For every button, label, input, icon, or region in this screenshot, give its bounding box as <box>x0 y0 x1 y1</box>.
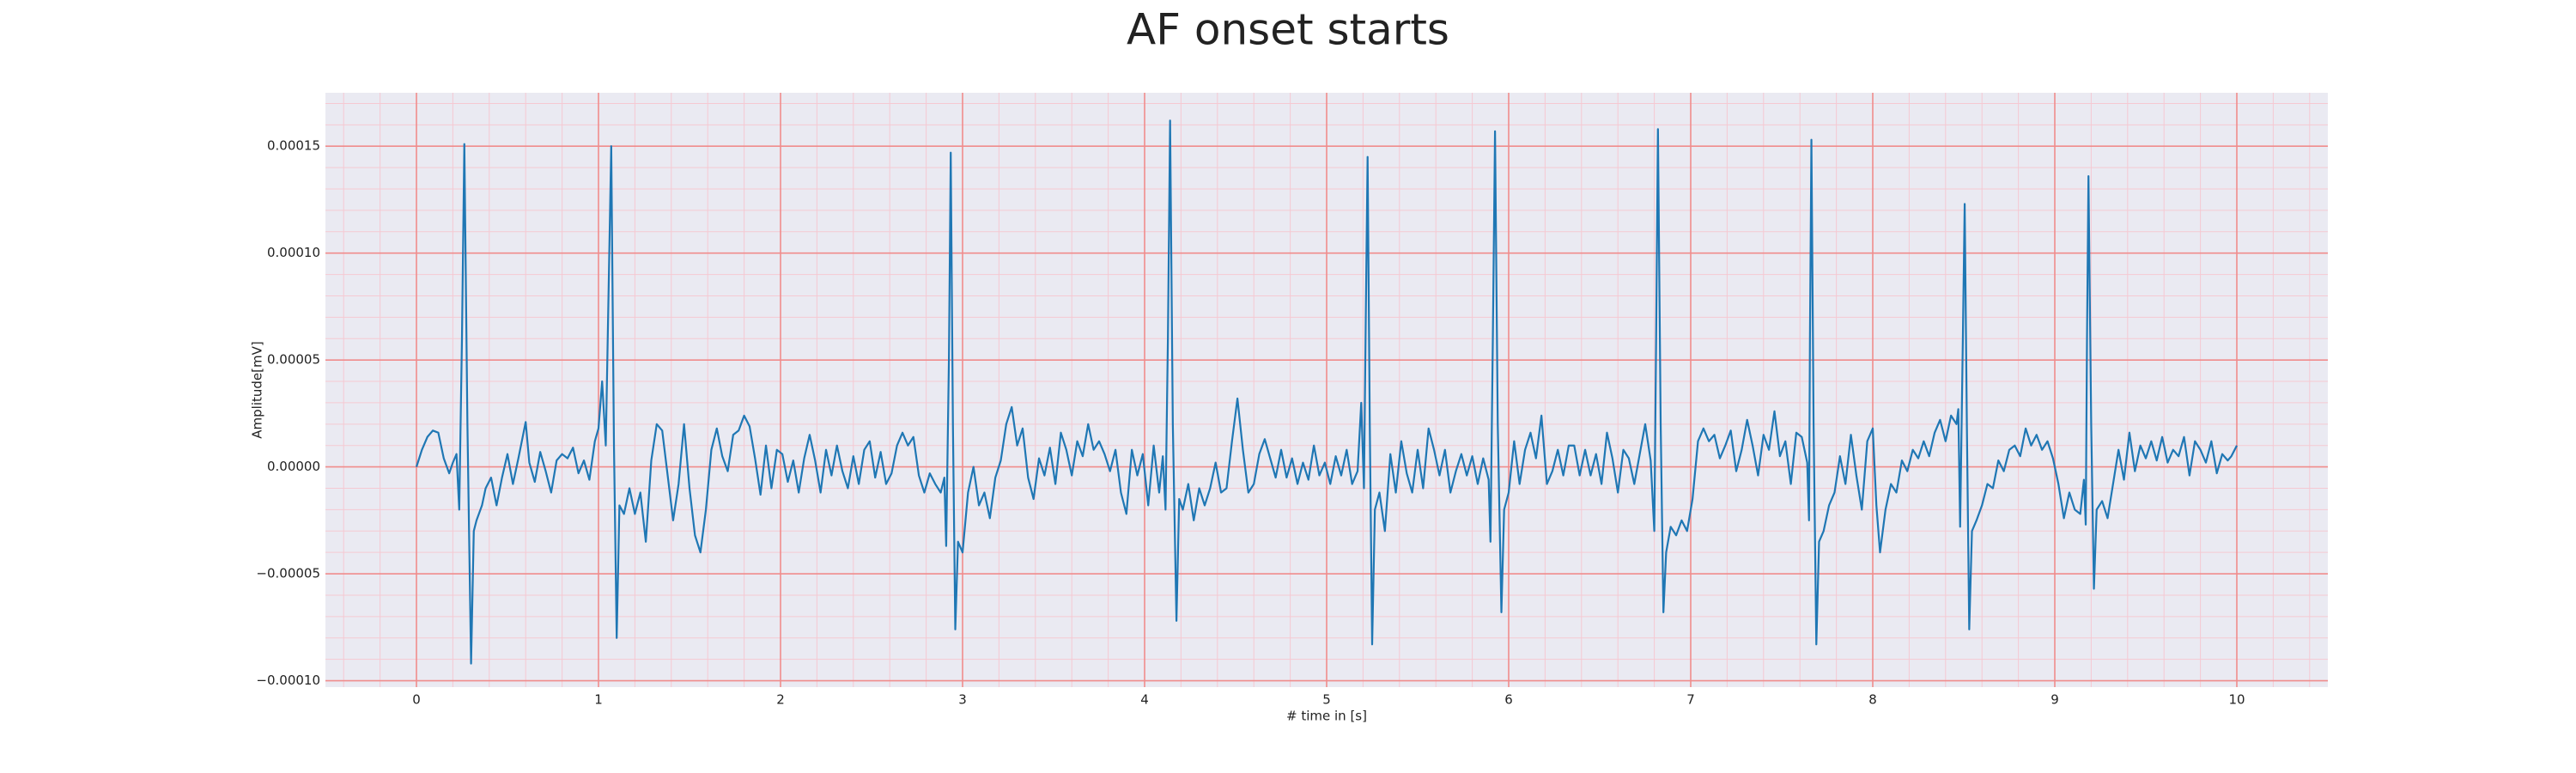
chart-title: AF onset starts <box>1127 5 1449 55</box>
y-tick-label: −0.00005 <box>256 566 320 581</box>
y-tick-label: 0.00005 <box>267 352 320 368</box>
y-tick-label: 0.00015 <box>267 138 320 154</box>
x-tick-label: 1 <box>594 692 603 708</box>
x-tick-label: 6 <box>1504 692 1513 708</box>
x-tick-label: 7 <box>1686 692 1695 708</box>
y-tick-label: 0.00000 <box>267 459 320 474</box>
x-tick-label: 0 <box>412 692 421 708</box>
y-axis-label: Amplitude[mV] <box>250 341 265 438</box>
y-tick-label: 0.00010 <box>267 245 320 260</box>
y-tick-label: −0.00010 <box>256 673 320 688</box>
x-tick-label: 2 <box>776 692 785 708</box>
signal-line <box>415 119 2238 665</box>
grid <box>325 93 2328 687</box>
x-tick-label: 9 <box>2050 692 2059 708</box>
x-tick-label: 8 <box>1868 692 1877 708</box>
x-axis-label: # time in [s] <box>1286 709 1367 724</box>
x-tick-label: 10 <box>2228 692 2245 708</box>
x-tick-label: 3 <box>958 692 967 708</box>
x-tick-label: 4 <box>1140 692 1149 708</box>
x-tick-label: 5 <box>1322 692 1331 708</box>
